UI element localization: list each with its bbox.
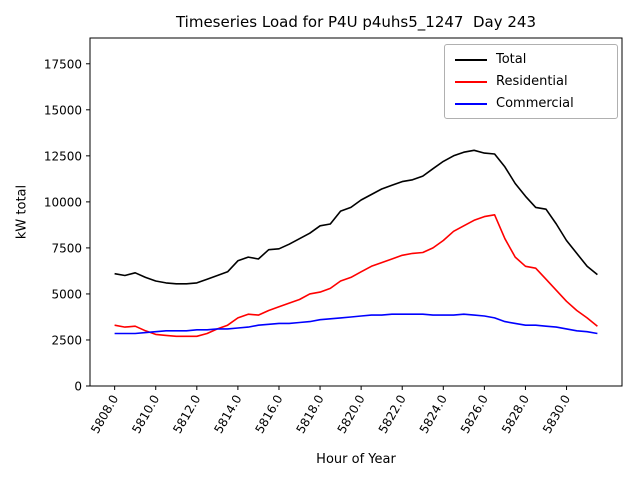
y-tick-label: 10000 <box>44 195 82 209</box>
x-tick-label: 5814.0 <box>211 393 244 436</box>
x-tick-label: 5812.0 <box>170 393 203 436</box>
y-tick-label: 12500 <box>44 149 82 163</box>
plot-border <box>89 37 623 387</box>
series-line-residential <box>114 214 598 338</box>
x-tick-label: 5826.0 <box>458 393 491 436</box>
x-tick-label: 5808.0 <box>88 393 121 436</box>
legend-item-commercial: Commercial <box>455 97 605 110</box>
x-tick-label: 5822.0 <box>376 393 409 436</box>
x-tick-label: 5810.0 <box>129 393 162 436</box>
y-tick-label: 15000 <box>44 103 82 117</box>
y-tick-label: 7500 <box>51 241 82 255</box>
legend-line-commercial <box>455 102 487 105</box>
x-tick-label: 5820.0 <box>335 393 368 436</box>
legend-item-residential: Residential <box>455 75 605 88</box>
y-tick-label: 17500 <box>44 57 82 71</box>
x-axis-label: Hour of Year <box>316 452 396 467</box>
x-tick-label: 5824.0 <box>417 393 450 436</box>
chart-title: Timeseries Load for P4U p4uhs5_1247 Day … <box>175 13 537 31</box>
series-line-commercial <box>114 313 598 335</box>
legend-item-total: Total <box>455 53 605 66</box>
legend-line-residential <box>455 80 487 83</box>
y-axis-label: kW total <box>14 184 30 240</box>
legend-label-residential: Residential <box>496 74 568 89</box>
x-tick-label: 5816.0 <box>252 393 285 436</box>
legend-line-total <box>455 58 487 61</box>
legend-label-total: Total <box>496 52 527 67</box>
series-line-total <box>114 149 598 285</box>
legend: Total Residential Commercial <box>444 44 618 119</box>
y-tick-label: 2500 <box>51 333 82 347</box>
y-tick-label: 5000 <box>51 287 82 301</box>
legend-label-commercial: Commercial <box>496 96 574 111</box>
x-tick-label: 5818.0 <box>294 393 327 436</box>
x-tick-label: 5830.0 <box>540 393 573 436</box>
x-tick-label: 5828.0 <box>499 393 532 436</box>
y-tick-label: 0 <box>74 380 82 394</box>
